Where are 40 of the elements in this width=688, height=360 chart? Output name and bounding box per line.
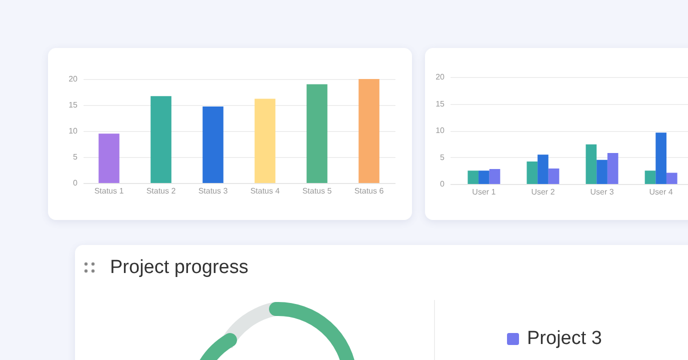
bar [489, 169, 500, 184]
x-tick-label: Status 5 [302, 186, 332, 196]
bar [478, 170, 490, 184]
y-tick-label: 20 [436, 72, 446, 82]
y-tick-label: 15 [436, 99, 446, 108]
bar [468, 170, 479, 184]
x-tick-label: User 1 [472, 188, 496, 196]
y-tick-label: 5 [73, 152, 78, 162]
bar [98, 134, 120, 183]
bar [656, 132, 666, 184]
bar [526, 162, 538, 184]
bar [202, 106, 224, 183]
y-tick-label: 10 [68, 126, 78, 136]
text: Project 3 [527, 328, 602, 350]
bar [586, 144, 597, 184]
bar [254, 98, 276, 183]
x-tick-label: Status 3 [198, 186, 228, 196]
bar [306, 84, 328, 183]
x-tick-label: Status 2 [146, 186, 176, 196]
y-tick-label: 10 [436, 126, 446, 135]
y-tick-label: 0 [440, 180, 446, 188]
x-tick-label: User 3 [590, 188, 614, 196]
y-tick-label: 5 [440, 152, 446, 162]
x-tick-label: Status 1 [94, 186, 124, 196]
y-tick-label: 20 [68, 74, 78, 84]
x-tick-label: Status 4 [250, 186, 280, 196]
bar [358, 79, 380, 183]
y-tick-label: 0 [73, 178, 78, 188]
text: Project progress [110, 257, 248, 279]
x-tick-label: Status 6 [354, 186, 384, 196]
bar [150, 96, 172, 183]
bar [644, 170, 656, 184]
bar [607, 152, 618, 184]
bar [548, 168, 560, 184]
x-tick-label: User 4 [649, 188, 674, 196]
x-tick-label: User 2 [531, 188, 556, 196]
y-tick-label: 15 [68, 100, 78, 110]
bar [596, 160, 608, 184]
bar [538, 154, 548, 184]
bar [666, 172, 678, 184]
